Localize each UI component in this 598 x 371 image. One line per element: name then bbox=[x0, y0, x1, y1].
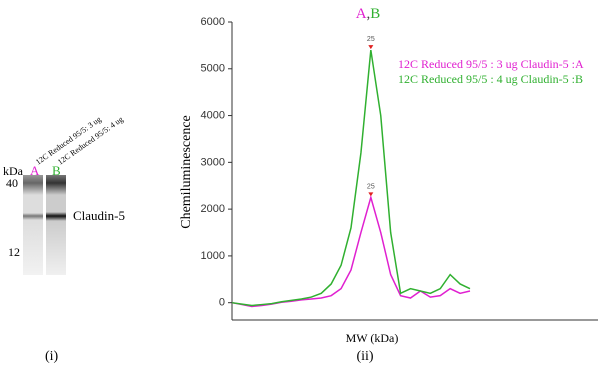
marker-label: 40 bbox=[6, 176, 18, 190]
x-axis-label: MW (kDa) bbox=[346, 331, 399, 345]
title-part: B bbox=[370, 6, 380, 22]
band-label: Claudin-5 bbox=[73, 208, 125, 223]
line-series bbox=[232, 197, 470, 306]
legend-entry: 12C Reduced 95/5 : 3 ug Claudin-5 :A bbox=[398, 57, 584, 71]
y-axis-label: Chemiluminescence bbox=[179, 115, 194, 229]
legend-entry: 12C Reduced 95/5 : 4 ug Claudin-5 :B bbox=[398, 72, 583, 86]
gel-lane bbox=[23, 175, 43, 275]
lane-name: B bbox=[52, 163, 61, 178]
y-tick-label: 3000 bbox=[201, 156, 225, 168]
y-tick-label: 4000 bbox=[201, 109, 225, 121]
gel-panel: 12C Reduced 95/5: 3 ug 12C Reduced 95/5:… bbox=[3, 115, 125, 364]
marker-label: 12 bbox=[8, 245, 20, 259]
title-part: A bbox=[356, 6, 367, 22]
chart: 0 1000 2000 3000 4000 5000 6000 Chemiluminescen… bbox=[179, 6, 598, 364]
chart-title: A,B bbox=[356, 6, 381, 22]
y-tick-label: 6000 bbox=[201, 16, 225, 28]
y-tick-label: 5000 bbox=[201, 63, 225, 75]
caption: (ii) bbox=[356, 349, 373, 364]
gel-lane bbox=[46, 175, 66, 275]
figure: 12C Reduced 95/5: 3 ug 12C Reduced 95/5:… bbox=[0, 0, 598, 371]
caption: (i) bbox=[45, 349, 59, 364]
peak-marker bbox=[368, 192, 373, 196]
peak-label: 25 bbox=[367, 36, 375, 43]
y-tick-label: 0 bbox=[219, 297, 225, 309]
y-tick-label: 1000 bbox=[201, 250, 225, 262]
y-tick-label: 2000 bbox=[201, 203, 225, 215]
peak-label: 25 bbox=[367, 183, 375, 190]
lane-name: A bbox=[30, 163, 40, 178]
peak-marker bbox=[368, 45, 373, 49]
